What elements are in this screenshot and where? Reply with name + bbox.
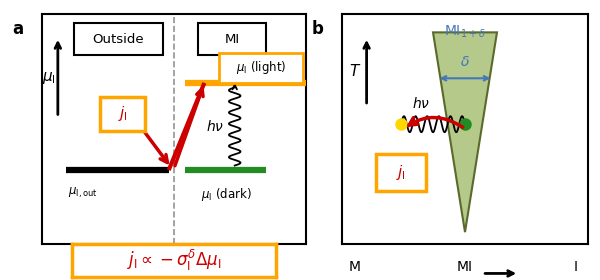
Text: $T$: $T$ <box>349 63 362 80</box>
Text: MI: MI <box>457 260 473 274</box>
FancyBboxPatch shape <box>100 97 145 131</box>
Polygon shape <box>433 32 497 232</box>
Text: $\delta$: $\delta$ <box>460 55 470 69</box>
Text: $\mathrm{MI}_{1+\delta}$: $\mathrm{MI}_{1+\delta}$ <box>444 23 486 39</box>
Text: $\mu_\mathrm{I,out}$: $\mu_\mathrm{I,out}$ <box>68 186 98 200</box>
Text: $j_\mathrm{I}$: $j_\mathrm{I}$ <box>118 104 127 123</box>
Text: Outside: Outside <box>93 33 145 46</box>
Text: MI: MI <box>224 33 239 46</box>
FancyBboxPatch shape <box>198 23 266 55</box>
FancyBboxPatch shape <box>376 154 425 191</box>
FancyArrowPatch shape <box>409 118 463 127</box>
Text: I: I <box>574 260 578 274</box>
Text: $\mu_\mathrm{I}$ (light): $\mu_\mathrm{I}$ (light) <box>236 59 286 76</box>
Text: $\mu_\mathrm{I}$: $\mu_\mathrm{I}$ <box>41 70 56 86</box>
Text: b: b <box>312 20 324 38</box>
Text: M: M <box>348 260 360 274</box>
Text: $h\nu$: $h\nu$ <box>206 119 224 134</box>
Text: $h\nu$: $h\nu$ <box>412 96 430 111</box>
Text: a: a <box>12 20 23 38</box>
Text: $j_\mathrm{I}$: $j_\mathrm{I}$ <box>396 163 406 182</box>
Text: $j_\mathrm{I} \propto -\sigma_\mathrm{I}^{\delta}\Delta\mu_\mathrm{I}$: $j_\mathrm{I} \propto -\sigma_\mathrm{I}… <box>127 248 221 273</box>
FancyBboxPatch shape <box>74 23 163 55</box>
Text: $\mu_\mathrm{I}$ (dark): $\mu_\mathrm{I}$ (dark) <box>202 186 252 203</box>
FancyBboxPatch shape <box>219 53 304 83</box>
